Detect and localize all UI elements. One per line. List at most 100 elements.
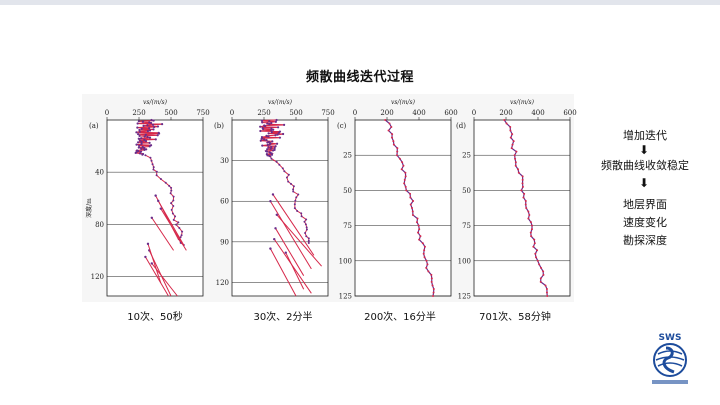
data-point: [144, 255, 147, 259]
data-point: [143, 147, 146, 150]
data-point: [143, 148, 146, 152]
data-point: [411, 207, 414, 209]
data-point: [275, 118, 278, 122]
data-point: [511, 143, 514, 146]
data-point: [509, 126, 512, 129]
data-point: [274, 120, 277, 123]
data-point: [544, 284, 547, 287]
data-point: [268, 123, 271, 126]
data-point: [536, 249, 539, 252]
flow-step-3: 地层界面: [623, 198, 667, 211]
data-point: [151, 163, 154, 166]
x-tick-label: 250: [257, 109, 270, 117]
data-point: [409, 192, 412, 195]
data-point: [278, 136, 282, 139]
data-point: [135, 143, 138, 146]
data-point: [409, 203, 412, 206]
data-point: [432, 291, 435, 294]
x-tick-label: 250: [132, 109, 145, 117]
data-point: [266, 141, 269, 144]
data-point: [390, 126, 393, 129]
data-point: [151, 123, 155, 126]
data-point: [292, 188, 295, 191]
data-point: [136, 126, 139, 129]
data-point: [542, 270, 545, 273]
data-point: [276, 133, 279, 136]
data-point: [390, 136, 393, 139]
data-point: [271, 140, 274, 143]
data-point: [426, 263, 429, 266]
data-point: [304, 223, 307, 226]
data-point: [146, 124, 149, 127]
velocity-line: [160, 208, 187, 251]
data-point: [141, 120, 145, 123]
data-point: [175, 223, 178, 226]
data-point: [272, 128, 275, 131]
data-point: [412, 199, 415, 202]
data-point: [266, 143, 269, 147]
data-point: [178, 226, 181, 229]
data-point: [140, 140, 143, 143]
logo-text: SWS: [659, 333, 682, 343]
data-point: [505, 122, 508, 125]
y-tick-label: 50: [462, 187, 471, 195]
panel-letter: (d): [456, 122, 466, 130]
data-point: [143, 138, 146, 142]
data-point: [152, 125, 156, 129]
data-point: [396, 150, 399, 153]
data-point: [430, 277, 433, 280]
data-point: [293, 203, 296, 206]
data-point: [140, 147, 143, 150]
data-point: [432, 287, 435, 290]
x-tick-label: 750: [321, 109, 334, 117]
data-point: [273, 237, 276, 241]
data-point: [275, 160, 278, 163]
data-point: [271, 193, 275, 196]
data-point: [138, 152, 142, 155]
velocity-line: [151, 217, 174, 251]
data-point: [521, 178, 524, 181]
data-point: [539, 277, 542, 280]
data-point: [405, 189, 408, 192]
data-point: [295, 196, 298, 199]
data-point: [269, 200, 272, 203]
velocity-line: [269, 200, 312, 270]
data-point: [533, 238, 536, 241]
data-point: [423, 249, 426, 252]
data-point: [150, 262, 153, 265]
data-point: [395, 154, 398, 157]
data-point: [146, 130, 150, 133]
data-point: [265, 150, 269, 153]
data-point: [136, 132, 140, 136]
data-point: [517, 171, 520, 174]
data-point: [148, 141, 151, 144]
data-point: [270, 121, 273, 125]
data-point: [148, 127, 151, 130]
data-point: [545, 291, 548, 294]
data-point: [260, 137, 263, 140]
data-point: [155, 170, 158, 173]
data-point: [293, 207, 296, 210]
data-point: [503, 119, 506, 121]
data-point: [521, 175, 524, 178]
data-point: [138, 134, 141, 137]
data-point: [159, 178, 162, 181]
data-point: [172, 204, 175, 207]
data-point: [164, 181, 167, 184]
data-point: [159, 207, 162, 210]
data-point: [141, 153, 144, 156]
data-point: [138, 130, 141, 133]
slide-title: 频散曲线迭代过程: [305, 70, 414, 85]
data-point: [307, 239, 310, 242]
data-point: [307, 237, 310, 240]
x-tick-label: 400: [412, 109, 425, 117]
data-point: [150, 216, 153, 219]
x-axis-label: vs/(m/s): [391, 99, 416, 106]
data-point: [138, 128, 141, 132]
data-point: [514, 164, 517, 167]
data-point: [270, 131, 273, 134]
data-point: [265, 134, 268, 137]
data-point: [266, 122, 269, 125]
data-point: [170, 208, 173, 211]
velocity-line: [147, 243, 162, 284]
